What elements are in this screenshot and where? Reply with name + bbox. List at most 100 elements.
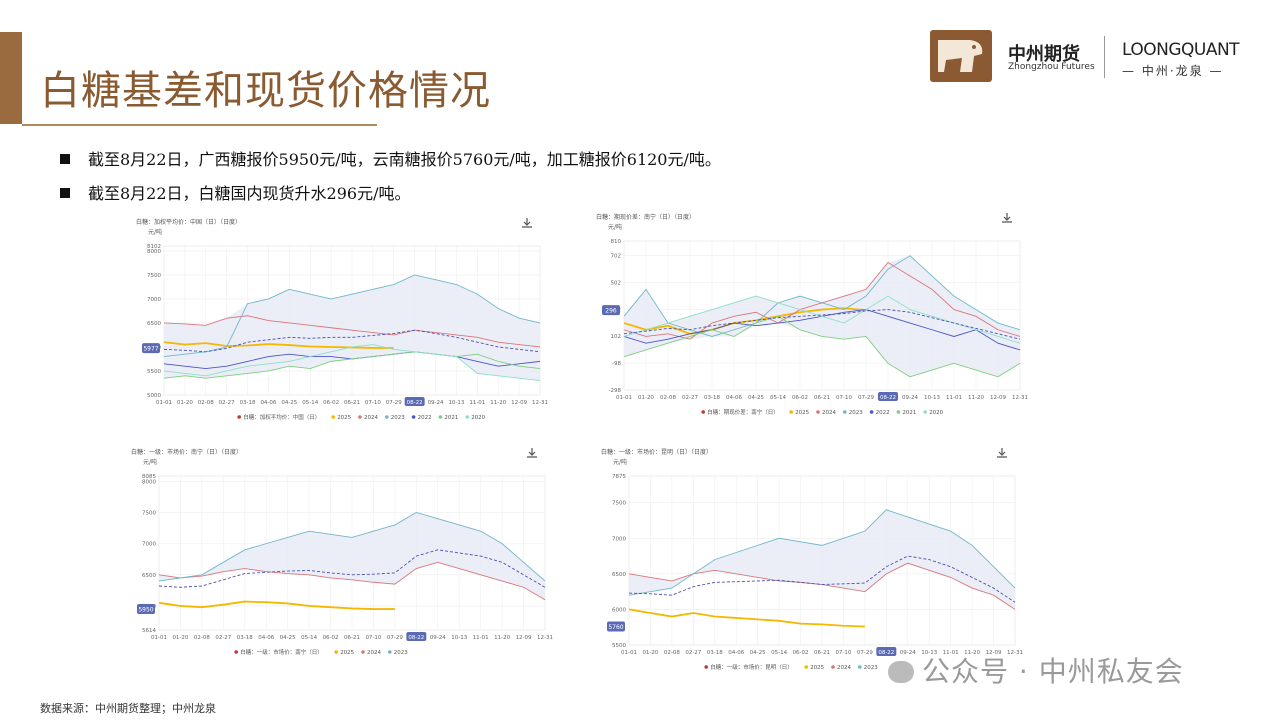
- current-date-label: 08-22: [408, 635, 424, 641]
- series-line-2025: [628, 608, 865, 628]
- legend-item[interactable]: 2021: [896, 410, 917, 416]
- x-tick-label: 10-13: [924, 395, 940, 401]
- current-value-label: 5760: [608, 624, 623, 631]
- legend-item[interactable]: 2023: [388, 650, 408, 656]
- page-title: 白糖基差和现货价格情况: [40, 68, 491, 114]
- y-tick-label: 6500: [147, 321, 161, 327]
- legend-label: 2020: [929, 410, 943, 416]
- download-icon[interactable]: [997, 448, 1007, 458]
- x-tick-label: 03-18: [240, 400, 256, 406]
- legend-item[interactable]: 白糖：一级：市场价：昆明（日）: [704, 663, 793, 671]
- x-tick-label: 12-09: [511, 400, 527, 406]
- x-tick-label: 06-02: [323, 635, 339, 641]
- download-icon[interactable]: [1002, 213, 1012, 223]
- legend-item[interactable]: 2024: [816, 410, 836, 416]
- bullet-text: 截至8月22日，广西糖报价5950元/吨，云南糖报价5760元/吨，加工糖报价6…: [88, 150, 721, 169]
- current-date-marker: 08-22: [876, 647, 897, 656]
- x-tick-label: 12-31: [1012, 395, 1028, 401]
- x-tick-label: 12-31: [1007, 650, 1023, 656]
- y-tick-label: -298: [609, 388, 622, 394]
- x-tick-label: 07-10: [835, 650, 851, 656]
- chart-svg: 白糖：一级：市场价：昆明（日）（日度） 元/吨 01-01 01-20 02-08 02-…: [601, 448, 1023, 671]
- legend-item[interactable]: 2025: [789, 410, 810, 416]
- current-value-label: 5950: [138, 607, 153, 614]
- x-tick-label: 02-08: [664, 650, 680, 656]
- legend-item[interactable]: 2022: [411, 415, 432, 421]
- current-value-marker: 296: [602, 305, 620, 316]
- x-tick-label: 05-14: [770, 395, 786, 401]
- x-tick-label: 11-01: [943, 650, 959, 656]
- range-band: [159, 512, 545, 600]
- x-tick-label: 09-24: [902, 395, 918, 401]
- x-tick-label: 07-29: [857, 650, 873, 656]
- x-tick-label: 12-09: [990, 395, 1006, 401]
- bullet-item: 截至8月22日，白糖国内现货升水296元/吨。: [60, 180, 410, 204]
- x-tick-label: 07-29: [386, 400, 402, 406]
- chart-title: 白糖：加权平均价：中国（日）（日度）: [136, 218, 241, 226]
- legend-item[interactable]: 白糖：期现价差：南宁（日）: [701, 408, 779, 416]
- legend-item[interactable]: 白糖：一级：市场价：南宁（日）: [234, 648, 323, 656]
- logo-company-name: 中州期货: [1008, 44, 1080, 65]
- current-date-label: 08-22: [407, 400, 423, 406]
- x-tick-label: 06-21: [814, 650, 830, 656]
- chart-title: 白糖：一级：市场价：南宁（日）（日度）: [131, 448, 242, 456]
- current-date-label: 08-22: [878, 650, 894, 656]
- series-line-2023: [628, 509, 1016, 596]
- download-icon[interactable]: [522, 218, 532, 228]
- y-tick-label: 6500: [142, 573, 156, 579]
- legend-item[interactable]: 2024: [358, 415, 378, 421]
- download-icon[interactable]: [527, 448, 537, 458]
- legend-item[interactable]: 2022: [869, 410, 890, 416]
- legend-item[interactable]: 2024: [831, 665, 851, 671]
- x-tick-label: 11-01: [946, 395, 962, 401]
- x-tick-label: 06-21: [814, 395, 830, 401]
- title-underline: [22, 124, 377, 126]
- legend-label: 2025: [795, 410, 809, 416]
- chart-nanning-spot-price: 白糖：一级：市场价：南宁（日）（日度） 元/吨 01-01 01-20 02-08 02-…: [125, 440, 555, 670]
- x-tick-label: 04-06: [260, 400, 276, 406]
- y-tick-label: 8000: [142, 479, 156, 485]
- legend-item[interactable]: 2021: [438, 415, 459, 421]
- y-tick-label: 5614: [142, 628, 156, 634]
- legend-label: 2020: [471, 415, 485, 421]
- legend-item[interactable]: 2023: [385, 415, 405, 421]
- x-tick-label: 05-14: [771, 650, 787, 656]
- series-line-2023: [158, 511, 546, 582]
- legend-item[interactable]: 2024: [361, 650, 381, 656]
- bullet-square-icon: [60, 154, 70, 164]
- x-tick-label: 12-31: [532, 400, 548, 406]
- y-tick-label: 7000: [612, 536, 626, 542]
- legend-item[interactable]: 2025: [334, 650, 355, 656]
- legend-label: 2025: [340, 650, 354, 656]
- legend-item[interactable]: 2023: [843, 410, 863, 416]
- legend-item[interactable]: 2020: [465, 415, 486, 421]
- y-tick-label: 8102: [147, 244, 161, 250]
- x-tick-label: 04-06: [728, 650, 744, 656]
- legend-item[interactable]: 2020: [923, 410, 944, 416]
- legend-item[interactable]: 2025: [804, 665, 825, 671]
- series-line-2020: [623, 295, 1021, 344]
- x-tick-label: 03-18: [237, 635, 253, 641]
- legend-label: 白糖：一级：市场价：昆明（日）: [710, 663, 793, 671]
- x-tick-label: 11-20: [490, 400, 506, 406]
- y-tick-label: 8000: [147, 249, 161, 255]
- legend-item[interactable]: 白糖：加权平均价：中国（日）: [237, 413, 320, 421]
- x-tick-label: 04-06: [258, 635, 274, 641]
- chart-title: 白糖：一级：市场价：昆明（日）（日度）: [601, 448, 712, 456]
- x-tick-label: 10-13: [448, 400, 464, 406]
- x-tick-label: 06-21: [344, 400, 360, 406]
- y-axis-label: 元/吨: [613, 458, 627, 466]
- title-accent-bar: [0, 32, 22, 124]
- y-tick-label: 502: [611, 280, 622, 286]
- x-tick-label: 01-20: [638, 395, 654, 401]
- chart-svg: 白糖：加权平均价：中国（日）（日度） 元/吨 01-01 01-20 02-08 02-2…: [136, 218, 548, 421]
- x-tick-label: 01-01: [616, 395, 632, 401]
- x-tick-label: 06-21: [344, 635, 360, 641]
- watermark-text: 公众号 · 中州私友会: [922, 655, 1184, 688]
- legend-item[interactable]: 2023: [858, 665, 878, 671]
- x-tick-label: 01-20: [642, 650, 658, 656]
- current-date-marker: 08-22: [406, 632, 427, 641]
- x-tick-label: 07-10: [365, 400, 381, 406]
- legend-item[interactable]: 2025: [331, 415, 352, 421]
- x-tick-label: 02-27: [215, 635, 231, 641]
